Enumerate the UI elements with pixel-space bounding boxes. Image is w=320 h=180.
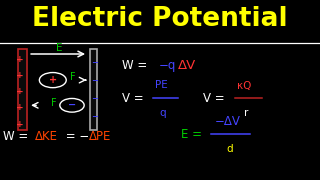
- Text: ΔPE: ΔPE: [89, 130, 111, 143]
- Text: W =: W =: [3, 130, 32, 143]
- Text: −: −: [91, 58, 98, 68]
- Text: −: −: [91, 112, 98, 122]
- Text: +: +: [16, 55, 24, 64]
- Text: V =: V =: [203, 92, 228, 105]
- Text: E =: E =: [181, 128, 205, 141]
- Text: W =: W =: [122, 59, 151, 72]
- Text: ΔKE: ΔKE: [35, 130, 58, 143]
- Bar: [18, 49, 27, 130]
- Text: Electric Potential: Electric Potential: [32, 6, 288, 32]
- Text: +: +: [16, 87, 24, 96]
- Text: F: F: [70, 72, 76, 82]
- Text: ΔV: ΔV: [178, 59, 196, 72]
- Text: +: +: [16, 103, 24, 112]
- Text: q: q: [159, 108, 166, 118]
- Text: +: +: [49, 75, 57, 85]
- Text: −ΔV: −ΔV: [214, 115, 240, 128]
- Text: r: r: [244, 108, 249, 118]
- Text: −: −: [91, 94, 98, 103]
- Text: +: +: [16, 120, 24, 129]
- Text: V =: V =: [122, 92, 147, 105]
- Text: F: F: [51, 98, 57, 108]
- Text: −q: −q: [158, 59, 176, 72]
- Bar: [90, 49, 97, 130]
- Text: d: d: [227, 144, 233, 154]
- Text: +: +: [16, 71, 24, 80]
- Text: −: −: [68, 100, 76, 110]
- Text: PE: PE: [155, 80, 168, 91]
- Text: E: E: [56, 43, 62, 53]
- Text: −: −: [91, 76, 98, 86]
- Text: = −: = −: [62, 130, 90, 143]
- Text: κQ: κQ: [237, 80, 251, 91]
